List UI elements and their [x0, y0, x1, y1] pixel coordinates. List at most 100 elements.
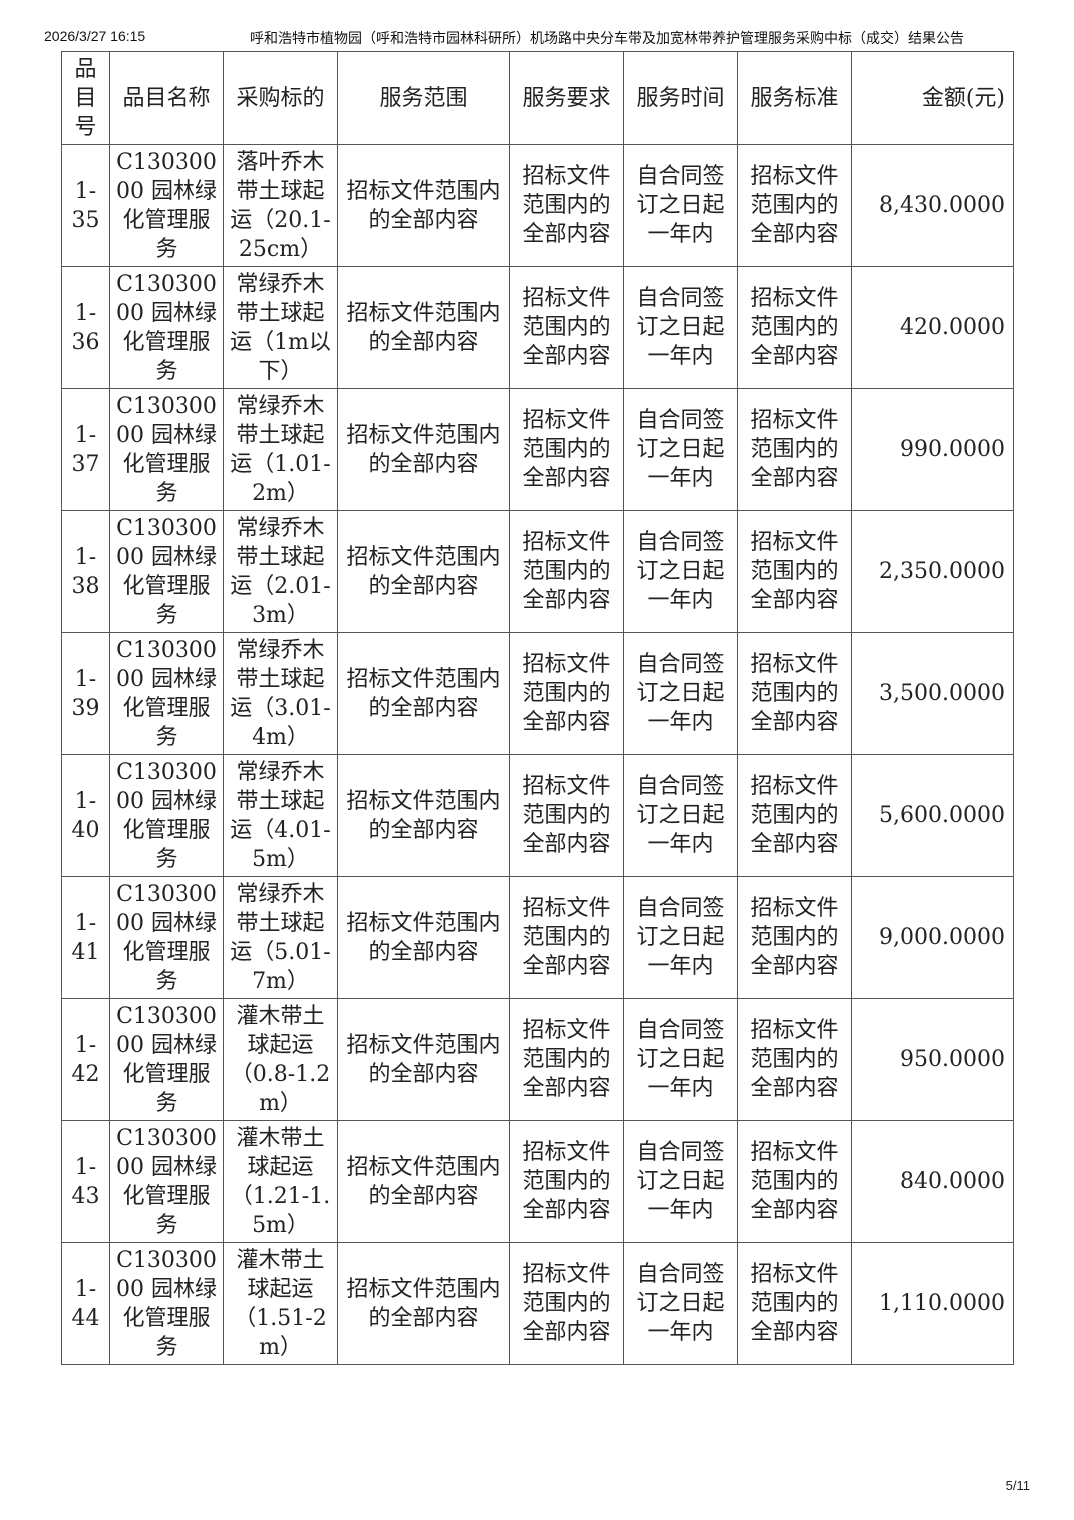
- cell-service-time: 自合同签订之日起一年内: [623, 876, 738, 999]
- cell-amount: 9,000.0000: [851, 876, 1014, 999]
- cell-service-time: 自合同签订之日起一年内: [623, 998, 738, 1121]
- cell-amount: 5,600.0000: [851, 754, 1014, 877]
- cell-item-no: 1-35: [61, 144, 110, 267]
- cell-service-time: 自合同签订之日起一年内: [623, 510, 738, 633]
- cell-service-time: 自合同签订之日起一年内: [623, 632, 738, 755]
- table-row: 1-43 C13030000 园林绿化管理服务 灌木带土球起运（1.21-1.5m）…: [61, 1120, 1014, 1243]
- table-row: 1-42 C13030000 园林绿化管理服务 灌木带土球起运（0.8-1.2m）招…: [61, 998, 1014, 1121]
- cell-amount: 2,350.0000: [851, 510, 1014, 633]
- cell-item-name: C13030000 园林绿化管理服务: [109, 144, 224, 267]
- cell-service-scope: 招标文件范围内的全部内容: [337, 876, 510, 999]
- cell-service-requirement: 招标文件范围内的全部内容: [509, 1242, 624, 1365]
- cell-item-no: 1-43: [61, 1120, 110, 1243]
- table-row: 1-40 C13030000 园林绿化管理服务 常绿乔木带土球起运（4.01-5m）…: [61, 754, 1014, 877]
- cell-service-requirement: 招标文件范围内的全部内容: [509, 876, 624, 999]
- cell-procurement-target: 常绿乔木带土球起运（2.01-3m）: [223, 510, 338, 633]
- cell-item-name: C13030000 园林绿化管理服务: [109, 510, 224, 633]
- cell-service-time: 自合同签订之日起一年内: [623, 144, 738, 267]
- cell-item-no: 1-36: [61, 266, 110, 389]
- cell-amount: 950.0000: [851, 998, 1014, 1121]
- print-datetime: 2026/3/27 16:15: [44, 28, 146, 44]
- column-header-service-time: 服务时间: [623, 51, 738, 145]
- cell-procurement-target: 灌木带土球起运（1.21-1.5m）: [223, 1120, 338, 1243]
- table-row: 1-41 C13030000 园林绿化管理服务 常绿乔木带土球起运（5.01-7m）…: [61, 876, 1014, 999]
- cell-service-scope: 招标文件范围内的全部内容: [337, 1242, 510, 1365]
- page-number: 5/11: [1005, 1478, 1030, 1493]
- cell-service-standard: 招标文件范围内的全部内容: [737, 144, 852, 267]
- table-row: 1-44 C13030000 园林绿化管理服务 灌木带土球起运（1.51-2m） 招标…: [61, 1242, 1014, 1365]
- cell-service-scope: 招标文件范围内的全部内容: [337, 632, 510, 755]
- cell-procurement-target: 常绿乔木带土球起运（5.01-7m）: [223, 876, 338, 999]
- cell-service-requirement: 招标文件范围内的全部内容: [509, 266, 624, 389]
- cell-service-scope: 招标文件范围内的全部内容: [337, 510, 510, 633]
- cell-service-requirement: 招标文件范围内的全部内容: [509, 144, 624, 267]
- cell-service-requirement: 招标文件范围内的全部内容: [509, 510, 624, 633]
- document-title: 呼和浩特市植物园（呼和浩特市园林科研所）机场路中央分车带及加宽林带养护管理服务采…: [250, 30, 964, 46]
- cell-item-no: 1-40: [61, 754, 110, 877]
- cell-item-name: C13030000 园林绿化管理服务: [109, 1242, 224, 1365]
- procurement-items-table: 品目号 品目名称 采购标的 服务范围 服务要求 服务时间 服务标准 金额(元) 1-35 C13…: [61, 51, 1014, 1365]
- table-row: 1-38 C13030000 园林绿化管理服务 常绿乔木带土球起运（2.01-3m）…: [61, 510, 1014, 633]
- column-header-service-standard: 服务标准: [737, 51, 852, 145]
- cell-amount: 8,430.0000: [851, 144, 1014, 267]
- cell-amount: 420.0000: [851, 266, 1014, 389]
- column-header-service-scope: 服务范围: [337, 51, 510, 145]
- cell-service-scope: 招标文件范围内的全部内容: [337, 1120, 510, 1243]
- cell-item-no: 1-37: [61, 388, 110, 511]
- cell-service-standard: 招标文件范围内的全部内容: [737, 1120, 852, 1243]
- cell-procurement-target: 灌木带土球起运（1.51-2m）: [223, 1242, 338, 1365]
- cell-procurement-target: 常绿乔木带土球起运（3.01-4m）: [223, 632, 338, 755]
- cell-item-no: 1-41: [61, 876, 110, 999]
- column-header-item-name: 品目名称: [109, 51, 224, 145]
- cell-service-time: 自合同签订之日起一年内: [623, 754, 738, 877]
- cell-item-name: C13030000 园林绿化管理服务: [109, 388, 224, 511]
- cell-item-name: C13030000 园林绿化管理服务: [109, 266, 224, 389]
- cell-amount: 3,500.0000: [851, 632, 1014, 755]
- cell-service-requirement: 招标文件范围内的全部内容: [509, 998, 624, 1121]
- column-header-amount: 金额(元): [851, 51, 1014, 145]
- table-row: 1-36 C13030000 园林绿化管理服务 常绿乔木带土球起运（1m以下） 招标文…: [61, 266, 1014, 389]
- cell-service-standard: 招标文件范围内的全部内容: [737, 1242, 852, 1365]
- cell-amount: 840.0000: [851, 1120, 1014, 1243]
- cell-service-scope: 招标文件范围内的全部内容: [337, 266, 510, 389]
- column-header-procurement-target: 采购标的: [223, 51, 338, 145]
- cell-service-time: 自合同签订之日起一年内: [623, 388, 738, 511]
- cell-service-requirement: 招标文件范围内的全部内容: [509, 388, 624, 511]
- cell-service-requirement: 招标文件范围内的全部内容: [509, 632, 624, 755]
- cell-item-name: C13030000 园林绿化管理服务: [109, 754, 224, 877]
- cell-procurement-target: 灌木带土球起运（0.8-1.2m）: [223, 998, 338, 1121]
- cell-service-standard: 招标文件范围内的全部内容: [737, 632, 852, 755]
- cell-service-requirement: 招标文件范围内的全部内容: [509, 1120, 624, 1243]
- cell-item-no: 1-39: [61, 632, 110, 755]
- cell-item-name: C13030000 园林绿化管理服务: [109, 632, 224, 755]
- cell-service-scope: 招标文件范围内的全部内容: [337, 998, 510, 1121]
- cell-service-requirement: 招标文件范围内的全部内容: [509, 754, 624, 877]
- cell-service-standard: 招标文件范围内的全部内容: [737, 876, 852, 999]
- cell-service-standard: 招标文件范围内的全部内容: [737, 388, 852, 511]
- cell-amount: 1,110.0000: [851, 1242, 1014, 1365]
- cell-service-scope: 招标文件范围内的全部内容: [337, 144, 510, 267]
- cell-item-no: 1-42: [61, 998, 110, 1121]
- cell-service-time: 自合同签订之日起一年内: [623, 1120, 738, 1243]
- cell-service-time: 自合同签订之日起一年内: [623, 1242, 738, 1365]
- cell-service-standard: 招标文件范围内的全部内容: [737, 510, 852, 633]
- cell-procurement-target: 常绿乔木带土球起运（1.01-2m）: [223, 388, 338, 511]
- cell-service-standard: 招标文件范围内的全部内容: [737, 266, 852, 389]
- cell-service-time: 自合同签订之日起一年内: [623, 266, 738, 389]
- column-header-service-requirement: 服务要求: [509, 51, 624, 145]
- cell-procurement-target: 落叶乔木带土球起运（20.1-25cm）: [223, 144, 338, 267]
- cell-item-no: 1-44: [61, 1242, 110, 1365]
- table-row: 1-39 C13030000 园林绿化管理服务 常绿乔木带土球起运（3.01-4m）…: [61, 632, 1014, 755]
- table-header-row: 品目号 品目名称 采购标的 服务范围 服务要求 服务时间 服务标准 金额(元): [61, 51, 1014, 145]
- column-header-item-no: 品目号: [61, 51, 110, 145]
- cell-service-scope: 招标文件范围内的全部内容: [337, 754, 510, 877]
- cell-procurement-target: 常绿乔木带土球起运（1m以下）: [223, 266, 338, 389]
- cell-service-standard: 招标文件范围内的全部内容: [737, 754, 852, 877]
- cell-amount: 990.0000: [851, 388, 1014, 511]
- table-row: 1-37 C13030000 园林绿化管理服务 常绿乔木带土球起运（1.01-2m）…: [61, 388, 1014, 511]
- cell-service-scope: 招标文件范围内的全部内容: [337, 388, 510, 511]
- cell-service-standard: 招标文件范围内的全部内容: [737, 998, 852, 1121]
- cell-item-name: C13030000 园林绿化管理服务: [109, 998, 224, 1121]
- cell-item-no: 1-38: [61, 510, 110, 633]
- cell-procurement-target: 常绿乔木带土球起运（4.01-5m）: [223, 754, 338, 877]
